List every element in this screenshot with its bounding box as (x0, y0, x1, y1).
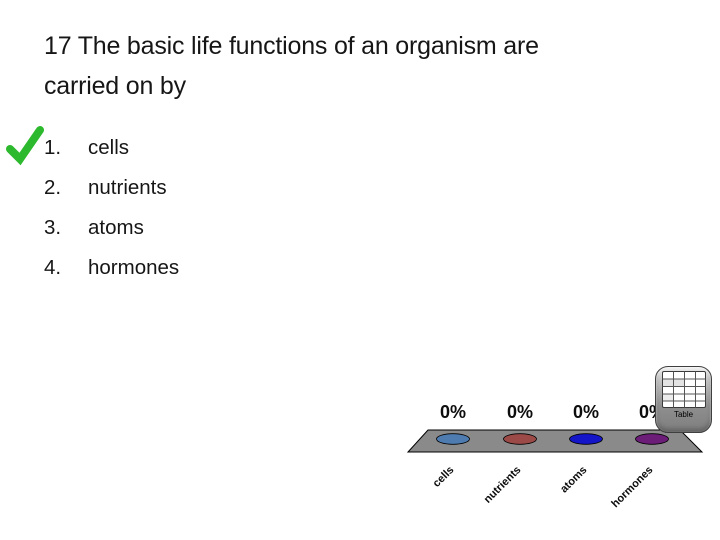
bar-base-cells (436, 433, 470, 445)
response-chart (406, 429, 704, 453)
percent-label-atoms: 0% (572, 402, 599, 422)
chart-floor (406, 429, 704, 453)
answer-option-atoms: 3. atoms (44, 208, 179, 248)
bar-base-hormones (635, 433, 669, 445)
question-title: 17 The basic life functions of an organi… (44, 26, 694, 106)
option-label: atoms (88, 216, 144, 239)
category-label-atoms: atoms (558, 464, 590, 496)
table-button[interactable]: Table (655, 366, 712, 433)
question-title-line1: 17 The basic life functions of an organi… (44, 32, 539, 60)
option-number: 2. (44, 176, 62, 199)
option-number: 1. (44, 136, 62, 159)
correct-answer-checkmark-icon (6, 126, 44, 166)
option-label: cells (88, 136, 130, 159)
percent-label-cells: 0% (439, 402, 466, 422)
bar-base-nutrients (503, 433, 537, 445)
answer-option-hormones: 4. hormones (44, 248, 179, 288)
answer-option-cells: 1. cells (44, 128, 179, 168)
table-button-label: Table (673, 410, 694, 419)
question-title-line2: carried on by (44, 72, 186, 100)
percent-label-nutrients: 0% (506, 402, 533, 422)
option-label: nutrients (88, 176, 167, 199)
option-number: 3. (44, 216, 62, 239)
table-grid-icon (661, 371, 706, 408)
answer-option-nutrients: 2. nutrients (44, 168, 179, 208)
option-number: 4. (44, 256, 62, 279)
answer-options-list: 1. cells 2. nutrients 3. atoms 4. hormones (44, 128, 179, 288)
category-label-nutrients: nutrients (481, 464, 524, 506)
category-label-hormones: hormones (609, 464, 656, 511)
bar-base-atoms (569, 433, 603, 445)
category-label-cells: cells (430, 464, 457, 490)
option-label: hormones (88, 256, 180, 279)
